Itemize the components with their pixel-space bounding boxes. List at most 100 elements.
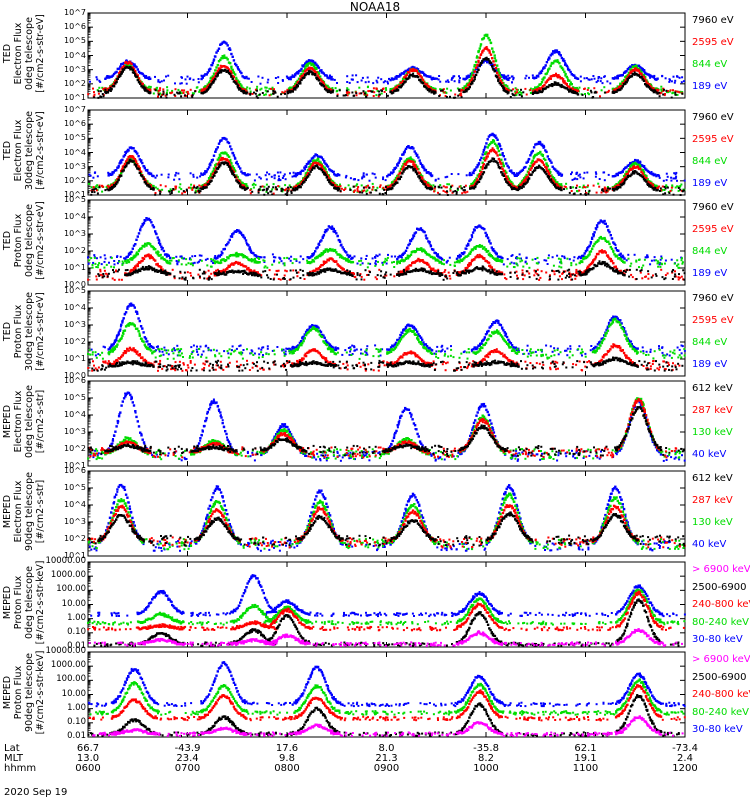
data-point <box>355 184 358 187</box>
data-point <box>673 81 676 84</box>
peak-point <box>545 150 548 154</box>
data-point <box>168 190 171 193</box>
peak-point <box>574 76 577 79</box>
data-point <box>368 186 371 189</box>
peak-point <box>416 72 420 75</box>
peak-point <box>211 158 214 162</box>
peak-point <box>428 187 431 190</box>
peak-point <box>471 183 474 187</box>
peak-point <box>467 87 470 90</box>
data-point <box>463 186 466 189</box>
data-point <box>344 187 347 190</box>
peak-point <box>505 90 509 93</box>
peak-point <box>519 186 522 189</box>
data-point <box>676 90 679 93</box>
peak-point <box>418 177 421 180</box>
data-point <box>483 147 486 150</box>
data-point <box>680 189 683 192</box>
data-point <box>194 255 197 257</box>
peak-point <box>653 89 657 93</box>
data-point <box>382 178 384 181</box>
peak-point <box>247 244 250 247</box>
peak-point <box>135 238 138 241</box>
peak-point <box>138 171 141 174</box>
data-point <box>265 190 268 193</box>
data-point <box>658 176 661 179</box>
data-point <box>583 171 586 174</box>
peak-point <box>636 165 639 168</box>
peak-point <box>404 80 407 83</box>
peak-point <box>321 170 325 174</box>
peak-point <box>502 84 505 88</box>
data-point <box>458 79 461 82</box>
peak-point <box>518 187 521 191</box>
peak-point <box>497 149 501 153</box>
peak-point <box>396 84 400 88</box>
data-point <box>442 185 445 188</box>
peak-point <box>503 169 507 173</box>
data-point <box>251 190 254 193</box>
data-point <box>632 170 634 173</box>
peak-point <box>328 88 332 91</box>
peak-point <box>560 66 564 70</box>
peak-point <box>316 155 320 158</box>
data-point <box>476 165 479 168</box>
data-point <box>95 185 98 188</box>
peak-point <box>652 76 656 79</box>
data-point <box>439 184 442 187</box>
data-point <box>406 254 409 257</box>
peak-point <box>106 87 110 91</box>
peak-point <box>406 71 410 74</box>
data-point <box>272 90 275 92</box>
peak-point <box>207 177 211 180</box>
data-point <box>422 167 425 170</box>
data-point <box>680 183 683 186</box>
data-point <box>348 91 351 94</box>
peak-point <box>143 180 146 184</box>
data-point <box>264 86 267 89</box>
peak-point <box>137 167 140 171</box>
peak-point <box>216 256 219 260</box>
peak-point <box>221 41 224 44</box>
peak-point <box>141 175 144 178</box>
peak-point <box>304 70 307 73</box>
data-point <box>525 262 528 265</box>
data-point <box>512 93 515 96</box>
peak-point <box>399 167 403 171</box>
peak-point <box>583 252 586 255</box>
peak-point <box>620 183 623 187</box>
data-point <box>506 85 509 88</box>
data-point <box>349 187 352 190</box>
peak-point <box>202 74 206 77</box>
peak-point <box>537 75 540 78</box>
peak-point <box>518 172 521 175</box>
data-point <box>281 177 284 179</box>
peak-point <box>616 77 619 80</box>
peak-point <box>389 187 393 191</box>
peak-point <box>560 188 563 192</box>
data-point <box>577 174 580 177</box>
peak-point <box>491 157 494 160</box>
data-point <box>120 159 123 162</box>
peak-point <box>234 73 237 76</box>
data-point <box>93 91 95 94</box>
data-point <box>138 166 141 169</box>
peak-point <box>498 145 502 148</box>
peak-point <box>526 175 530 178</box>
data-point <box>284 90 287 93</box>
data-point <box>364 91 367 94</box>
peak-point <box>516 185 520 188</box>
data-point <box>154 176 157 179</box>
data-point <box>290 192 293 194</box>
peak-point <box>163 253 167 256</box>
data-point <box>491 147 494 150</box>
peak-point <box>546 170 549 173</box>
peak-point <box>525 161 528 164</box>
peak-point <box>527 157 531 161</box>
peak-point <box>388 186 391 189</box>
peak-point <box>629 174 632 178</box>
data-point <box>372 95 375 97</box>
peak-point <box>537 88 540 91</box>
peak-point <box>565 75 568 79</box>
data-point <box>356 189 359 192</box>
